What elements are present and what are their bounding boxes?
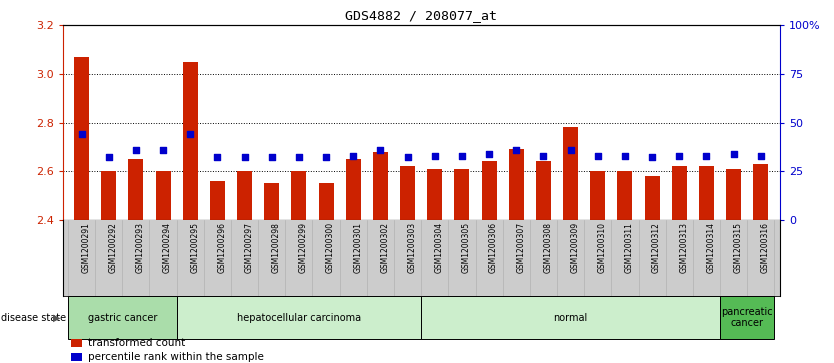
Point [428, 152, 441, 158]
Bar [590, 171, 605, 220]
Bar [291, 171, 306, 220]
Text: GSM1200313: GSM1200313 [679, 222, 688, 273]
Text: GSM1200302: GSM1200302 [380, 222, 389, 273]
Text: GSM1200306: GSM1200306 [489, 222, 498, 273]
Point [537, 152, 550, 158]
Text: GSM1200309: GSM1200309 [570, 222, 580, 273]
Point [591, 152, 605, 158]
Text: GSM1200312: GSM1200312 [652, 222, 661, 273]
Bar [319, 183, 334, 220]
Bar [455, 169, 470, 220]
Bar [346, 159, 361, 220]
Bar [373, 152, 388, 220]
Point [129, 147, 143, 152]
Text: transformed count: transformed count [88, 338, 186, 348]
Point [374, 147, 387, 152]
Bar [183, 62, 198, 220]
Text: GSM1200305: GSM1200305 [462, 222, 471, 273]
Bar [617, 171, 632, 220]
Point [754, 152, 767, 158]
Text: GSM1200307: GSM1200307 [516, 222, 525, 273]
Text: GSM1200304: GSM1200304 [435, 222, 444, 273]
Bar [74, 57, 89, 220]
Bar [237, 171, 252, 220]
Bar [563, 127, 578, 220]
Point [347, 152, 360, 158]
Text: GSM1200296: GSM1200296 [218, 222, 226, 273]
Text: GSM1200291: GSM1200291 [82, 222, 91, 273]
Point [618, 152, 631, 158]
Text: disease state: disease state [1, 313, 66, 323]
Text: GSM1200316: GSM1200316 [761, 222, 770, 273]
Text: ▶: ▶ [53, 313, 60, 323]
Text: GSM1200300: GSM1200300 [326, 222, 335, 273]
Text: GSM1200308: GSM1200308 [544, 222, 552, 273]
Point [265, 155, 279, 160]
Bar [536, 161, 551, 220]
Bar [699, 166, 714, 220]
Bar [156, 171, 170, 220]
Point [75, 131, 88, 137]
Text: GSM1200295: GSM1200295 [190, 222, 199, 273]
Bar [128, 159, 143, 220]
Text: GSM1200301: GSM1200301 [354, 222, 362, 273]
Text: GSM1200314: GSM1200314 [706, 222, 716, 273]
Text: GDS4882 / 208077_at: GDS4882 / 208077_at [345, 9, 497, 22]
Bar [645, 176, 660, 220]
Point [157, 147, 170, 152]
Text: GSM1200294: GSM1200294 [163, 222, 172, 273]
Text: GSM1200311: GSM1200311 [625, 222, 634, 273]
Point [700, 152, 713, 158]
Point [238, 155, 251, 160]
Bar [421, 296, 720, 339]
Text: normal: normal [554, 313, 588, 323]
Bar [720, 296, 774, 339]
Bar [400, 166, 415, 220]
Point [183, 131, 197, 137]
Text: GSM1200293: GSM1200293 [136, 222, 145, 273]
Point [672, 152, 686, 158]
Point [102, 155, 115, 160]
Text: GSM1200315: GSM1200315 [734, 222, 742, 273]
Point [319, 155, 333, 160]
Bar [101, 171, 116, 220]
Text: hepatocellular carcinoma: hepatocellular carcinoma [237, 313, 361, 323]
Point [211, 155, 224, 160]
Bar [509, 149, 524, 220]
Text: gastric cancer: gastric cancer [88, 313, 157, 323]
Point [510, 147, 523, 152]
Point [292, 155, 305, 160]
Text: GSM1200298: GSM1200298 [272, 222, 281, 273]
Point [482, 151, 495, 156]
Bar [264, 183, 279, 220]
Text: GSM1200299: GSM1200299 [299, 222, 308, 273]
Text: GSM1200292: GSM1200292 [108, 222, 118, 273]
Bar [726, 169, 741, 220]
Bar [210, 181, 225, 220]
Bar [177, 296, 421, 339]
Point [727, 151, 741, 156]
Bar [753, 164, 768, 220]
Bar [68, 296, 177, 339]
Point [646, 155, 659, 160]
Text: pancreatic
cancer: pancreatic cancer [721, 307, 773, 329]
Point [564, 147, 577, 152]
Bar [427, 169, 442, 220]
Point [401, 155, 414, 160]
Text: GSM1200297: GSM1200297 [244, 222, 254, 273]
Point [455, 152, 469, 158]
Bar [672, 166, 686, 220]
Text: percentile rank within the sample: percentile rank within the sample [88, 352, 264, 362]
Text: GSM1200303: GSM1200303 [408, 222, 417, 273]
Text: GSM1200310: GSM1200310 [598, 222, 607, 273]
Bar [481, 161, 496, 220]
